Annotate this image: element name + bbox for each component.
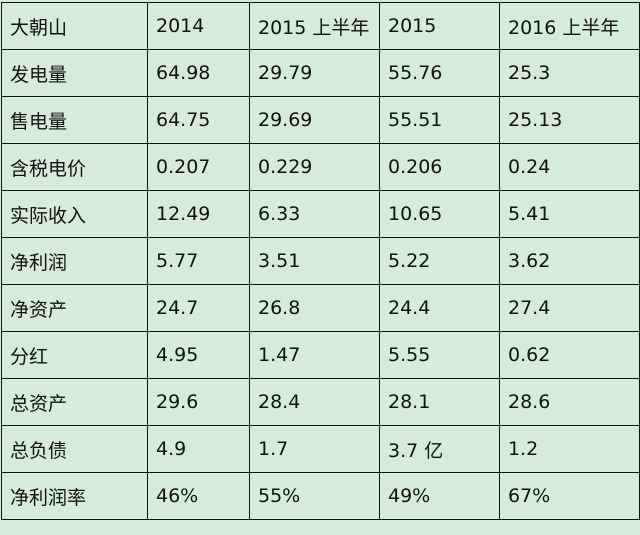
value-cell: 3.51 [249, 237, 380, 285]
value-cell: 25.3 [499, 49, 640, 97]
value-cell: 28.6 [499, 378, 640, 426]
header-cell: 2015 [379, 2, 500, 50]
value-cell: 46% [147, 472, 250, 520]
value-cell: 6.33 [249, 190, 380, 238]
value-cell: 26.8 [249, 284, 380, 332]
table-row: 实际收入 12.49 6.33 10.65 5.41 [1, 190, 640, 238]
value-cell: 5.55 [379, 331, 500, 379]
table-row: 发电量 64.98 29.79 55.76 25.3 [1, 49, 640, 97]
value-cell: 0.24 [499, 143, 640, 191]
value-cell: 0.62 [499, 331, 640, 379]
row-label-cell: 净资产 [1, 284, 148, 332]
value-cell: 4.95 [147, 331, 250, 379]
value-cell: 29.79 [249, 49, 380, 97]
row-label-cell: 总资产 [1, 378, 148, 426]
value-cell: 0.207 [147, 143, 250, 191]
value-cell: 1.47 [249, 331, 380, 379]
value-cell: 0.206 [379, 143, 500, 191]
row-label-cell: 总负债 [1, 425, 148, 473]
header-cell: 2015 上半年 [249, 2, 380, 50]
header-cell: 2016 上半年 [499, 2, 640, 50]
value-cell: 28.1 [379, 378, 500, 426]
value-cell: 55.51 [379, 96, 500, 144]
row-label-cell: 净利润 [1, 237, 148, 285]
value-cell: 64.75 [147, 96, 250, 144]
value-cell: 4.9 [147, 425, 250, 473]
value-cell: 29.6 [147, 378, 250, 426]
value-cell: 1.2 [499, 425, 640, 473]
table-row: 净资产 24.7 26.8 24.4 27.4 [1, 284, 640, 332]
value-cell: 3.62 [499, 237, 640, 285]
value-cell: 5.77 [147, 237, 250, 285]
value-cell: 24.4 [379, 284, 500, 332]
table-row: 含税电价 0.207 0.229 0.206 0.24 [1, 143, 640, 191]
value-cell: 28.4 [249, 378, 380, 426]
value-cell: 25.13 [499, 96, 640, 144]
value-cell: 0.229 [249, 143, 380, 191]
value-cell: 64.98 [147, 49, 250, 97]
financial-table: 大朝山 2014 2015 上半年 2015 2016 上半年 发电量 64.98… [1, 2, 640, 520]
value-cell: 1.7 [249, 425, 380, 473]
value-cell: 55% [249, 472, 380, 520]
value-cell: 5.41 [499, 190, 640, 238]
value-cell: 49% [379, 472, 500, 520]
table-row: 售电量 64.75 29.69 55.51 25.13 [1, 96, 640, 144]
row-label-cell: 分红 [1, 331, 148, 379]
header-cell: 大朝山 [1, 2, 148, 50]
value-cell: 67% [499, 472, 640, 520]
table-row: 总资产 29.6 28.4 28.1 28.6 [1, 378, 640, 426]
row-label-cell: 售电量 [1, 96, 148, 144]
table-row: 分红 4.95 1.47 5.55 0.62 [1, 331, 640, 379]
table-body: 大朝山 2014 2015 上半年 2015 2016 上半年 发电量 64.98… [1, 2, 640, 520]
row-label-cell: 净利润率 [1, 472, 148, 520]
value-cell: 3.7 亿 [379, 425, 500, 473]
row-label-cell: 实际收入 [1, 190, 148, 238]
value-cell: 12.49 [147, 190, 250, 238]
value-cell: 55.76 [379, 49, 500, 97]
row-label-cell: 含税电价 [1, 143, 148, 191]
value-cell: 5.22 [379, 237, 500, 285]
table-row: 净利润率 46% 55% 49% 67% [1, 472, 640, 520]
value-cell: 27.4 [499, 284, 640, 332]
header-cell: 2014 [147, 2, 250, 50]
value-cell: 10.65 [379, 190, 500, 238]
row-label-cell: 发电量 [1, 49, 148, 97]
table-row: 净利润 5.77 3.51 5.22 3.62 [1, 237, 640, 285]
value-cell: 29.69 [249, 96, 380, 144]
header-row: 大朝山 2014 2015 上半年 2015 2016 上半年 [1, 2, 640, 50]
table-row: 总负债 4.9 1.7 3.7 亿 1.2 [1, 425, 640, 473]
value-cell: 24.7 [147, 284, 250, 332]
